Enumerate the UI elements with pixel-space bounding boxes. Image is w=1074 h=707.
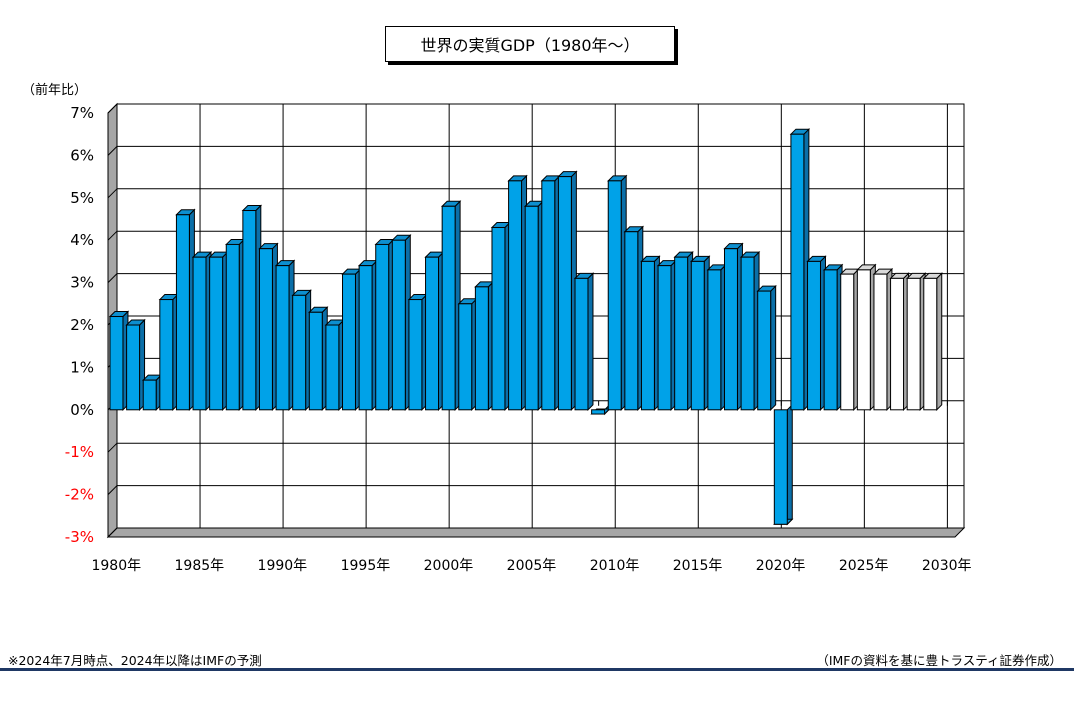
bar bbox=[674, 256, 689, 411]
bar bbox=[159, 299, 174, 411]
floor bbox=[106, 527, 966, 538]
bar bbox=[640, 260, 655, 411]
bar bbox=[557, 176, 572, 411]
bar bbox=[408, 299, 423, 411]
bar bbox=[474, 286, 489, 411]
x-tick-label: 1980年 bbox=[91, 558, 141, 574]
bar bbox=[258, 248, 273, 411]
bar bbox=[192, 256, 207, 411]
bar-side bbox=[936, 272, 943, 412]
bar bbox=[292, 294, 307, 411]
gridline-side bbox=[107, 273, 118, 283]
gridline-side bbox=[107, 103, 118, 114]
bar bbox=[109, 316, 124, 411]
bar bbox=[591, 409, 606, 415]
y-tick-label: 4% bbox=[70, 231, 94, 249]
bar bbox=[425, 256, 440, 411]
bar bbox=[242, 210, 257, 411]
bar-forecast bbox=[873, 273, 888, 411]
bar bbox=[175, 214, 190, 411]
bar bbox=[657, 265, 672, 411]
x-tick-label: 2020年 bbox=[756, 558, 806, 574]
bar bbox=[574, 277, 589, 411]
bar bbox=[624, 231, 639, 411]
chart-title: 世界の実質GDP（1980年～） bbox=[385, 26, 675, 62]
gridline-side bbox=[107, 485, 118, 495]
y-tick-label: 0% bbox=[70, 401, 94, 419]
y-axis-label: （前年比） bbox=[22, 83, 88, 98]
y-tick-label: 5% bbox=[70, 189, 94, 207]
bar bbox=[690, 260, 705, 411]
bar-side bbox=[770, 284, 777, 412]
x-tick-label: 2005年 bbox=[507, 558, 557, 574]
gridline-side bbox=[107, 230, 118, 241]
y-tick-label: -2% bbox=[65, 486, 94, 504]
bar-forecast bbox=[906, 277, 921, 411]
bar bbox=[607, 180, 622, 411]
bar bbox=[757, 290, 772, 411]
bar-forecast bbox=[856, 269, 871, 411]
x-tick-label: 2010年 bbox=[590, 558, 640, 574]
bar-side bbox=[786, 403, 793, 526]
footnote-left: ※2024年7月時点、2024年以降はIMFの予測 bbox=[8, 653, 262, 668]
bar bbox=[225, 243, 240, 411]
y-tick-label: 3% bbox=[70, 274, 94, 292]
y-tick-label: -3% bbox=[65, 528, 94, 546]
bar bbox=[723, 248, 738, 411]
bar bbox=[541, 180, 556, 411]
bar bbox=[391, 239, 406, 411]
gridline-side bbox=[107, 146, 118, 156]
bar bbox=[508, 180, 523, 411]
bar-forecast bbox=[923, 277, 938, 411]
x-tick-label: 1990年 bbox=[258, 558, 308, 574]
y-tick-label: -1% bbox=[65, 443, 94, 461]
bar bbox=[375, 243, 390, 411]
x-tick-label: 1985年 bbox=[175, 558, 225, 574]
bar-forecast bbox=[840, 273, 855, 411]
footnote-right: （IMFの資料を基に豊トラスティ証券作成） bbox=[816, 653, 1062, 668]
x-tick-label: 2000年 bbox=[424, 558, 474, 574]
bar bbox=[441, 205, 456, 411]
bar bbox=[491, 226, 506, 411]
y-tick-label: 2% bbox=[70, 316, 94, 334]
gridline-side bbox=[107, 188, 118, 199]
bar bbox=[209, 256, 224, 411]
bar bbox=[458, 303, 473, 411]
x-tick-label: 2030年 bbox=[922, 558, 972, 574]
bar bbox=[126, 324, 141, 411]
bar bbox=[142, 379, 157, 411]
bar bbox=[275, 265, 290, 411]
bottom-rule bbox=[0, 668, 1074, 671]
bar bbox=[790, 133, 805, 411]
y-tick-label: 7% bbox=[70, 104, 94, 122]
bar bbox=[807, 260, 821, 411]
bar bbox=[740, 256, 755, 411]
bar bbox=[524, 205, 539, 411]
bar bbox=[707, 269, 722, 411]
bar-forecast bbox=[890, 277, 905, 411]
y-tick-label: 1% bbox=[70, 358, 94, 376]
bar bbox=[325, 324, 340, 411]
gridline-side bbox=[107, 527, 118, 538]
bar bbox=[773, 409, 788, 525]
bar bbox=[342, 273, 356, 411]
bar-side bbox=[587, 272, 594, 412]
bar bbox=[308, 311, 323, 411]
x-tick-label: 2015年 bbox=[673, 558, 723, 574]
bar bbox=[823, 269, 838, 411]
x-tick-label: 1995年 bbox=[341, 558, 391, 574]
x-tick-label: 2025年 bbox=[839, 558, 889, 574]
bar bbox=[358, 265, 373, 411]
gridline-side bbox=[107, 442, 118, 453]
y-tick-label: 6% bbox=[70, 146, 94, 164]
